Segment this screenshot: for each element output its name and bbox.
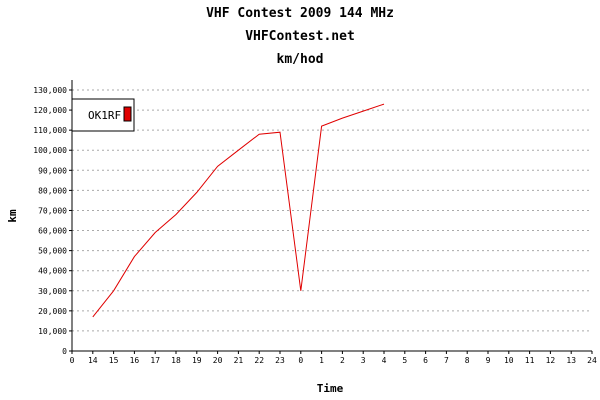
x-tick-label: 2 [340,356,345,365]
y-tick-label: 10,000 [38,327,67,336]
x-tick-label: 16 [130,356,140,365]
x-tick-label: 24 [587,356,597,365]
y-tick-label: 40,000 [38,267,67,276]
chart-title: VHF Contest 2009 144 MHz [206,6,394,21]
x-tick-label: 15 [109,356,119,365]
legend-label: OK1RF [88,109,121,122]
x-tick-label: 23 [275,356,285,365]
x-tick-label: 0 [298,356,303,365]
x-tick-label: 0 [70,356,75,365]
chart-subtitle: VHFContest.net [245,29,355,44]
x-tick-label: 7 [444,356,449,365]
y-tick-label: 60,000 [38,227,67,236]
x-tick-label: 6 [423,356,428,365]
x-tick-label: 11 [525,356,535,365]
x-tick-label: 14 [88,356,98,365]
legend: OK1RF [71,98,135,132]
y-tick-label: 90,000 [38,166,67,175]
x-tick-label: 22 [254,356,264,365]
x-tick-label: 5 [402,356,407,365]
y-tick-label: 100,000 [33,146,67,155]
x-tick-label: 4 [382,356,387,365]
x-tick-label: 1 [319,356,324,365]
x-tick-label: 18 [171,356,181,365]
x-tick-label: 17 [150,356,160,365]
series-lines [92,103,385,318]
x-tick-label: 8 [465,356,470,365]
y-axis-title: km [6,209,19,223]
y-tick-labels: 0 10,000 20,000 30,000 40,000 50,000 60,000 70,… [33,86,67,356]
y-tick-label: 70,000 [38,206,67,215]
x-tick-labels: 0 14 15 16 17 18 19 20 21 22 23 0 1 2 3 4 5 6 7 8 9 10 11 12 13 2… [70,356,597,365]
x-tick-label: 3 [361,356,366,365]
series-line [92,103,385,318]
axes [69,80,593,354]
x-axis-title: Time [317,382,344,395]
x-tick-label: 9 [486,356,491,365]
y-tick-label: 0 [62,347,67,356]
y-tick-label: 110,000 [33,126,67,135]
y-tick-label: 50,000 [38,247,67,256]
x-tick-label: 12 [546,356,556,365]
y-tick-label: 30,000 [38,287,67,296]
x-tick-label: 13 [566,356,576,365]
y-tick-label: 20,000 [38,307,67,316]
y-tick-label: 130,000 [33,86,67,95]
x-tick-label: 10 [504,356,514,365]
x-tick-label: 20 [213,356,223,365]
chart-subtitle-unit: km/hod [276,52,324,67]
x-tick-label: 21 [234,356,244,365]
grid-lines [72,89,592,332]
x-tick-label: 19 [192,356,202,365]
y-tick-label: 80,000 [38,186,67,195]
y-tick-label: 120,000 [33,106,67,115]
legend-swatch [123,106,132,122]
